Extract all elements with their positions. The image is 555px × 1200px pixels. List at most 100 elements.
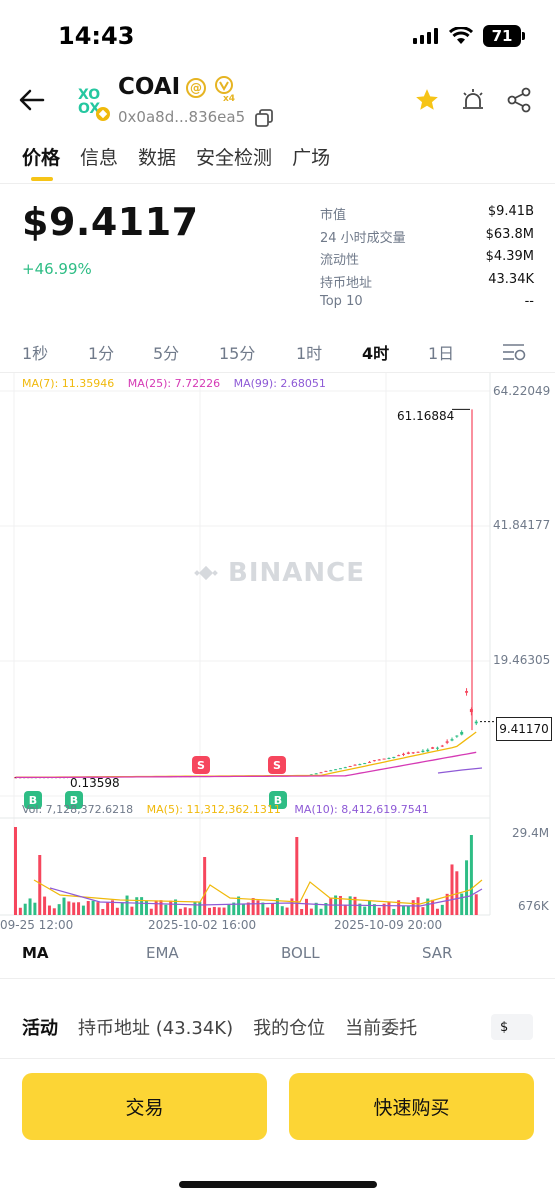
volume-legend: Vol: 7,128,372.6218 MA(5): 11,312,362.13… [22, 803, 439, 816]
multiplier-label: x4 [223, 94, 235, 102]
tab-open-orders[interactable]: 当前委托 [345, 1018, 418, 1039]
candle-body [440, 745, 444, 747]
favorite-button[interactable] [413, 86, 441, 114]
buy-marker[interactable]: B [65, 791, 83, 809]
sell-marker[interactable]: S [268, 756, 286, 774]
volume-bar [81, 905, 85, 915]
volume-bar [232, 902, 236, 915]
battery-icon: 71 [483, 25, 525, 47]
tab-activity[interactable]: 活动 [22, 1014, 58, 1040]
candle-body [392, 756, 396, 758]
price-change: +46.99% [22, 260, 92, 278]
timeframe-1h[interactable]: 1时 [296, 344, 323, 363]
indicator-sar[interactable]: SAR [422, 944, 453, 962]
sell-marker[interactable]: S [192, 756, 210, 774]
back-button[interactable] [14, 82, 50, 118]
header-actions [413, 86, 533, 114]
currency-toggle[interactable]: $ [491, 1014, 533, 1040]
indicator-ema[interactable]: EMA [146, 944, 179, 962]
stat-row-market-cap: 市值 $9.41B [320, 204, 534, 227]
tab-data[interactable]: 数据 [138, 147, 177, 169]
stat-label: 流动性 [320, 253, 360, 268]
timeframe-5m[interactable]: 5分 [153, 344, 180, 363]
alert-button[interactable] [459, 86, 487, 114]
current-price: $9.4117 [22, 200, 199, 244]
volume-bar [149, 908, 153, 915]
volume-bar [18, 907, 22, 915]
candle-body [319, 772, 323, 774]
volume-bar [217, 907, 221, 915]
volume-bar [208, 907, 211, 915]
volume-bar [426, 898, 430, 915]
volume-bar [251, 898, 255, 915]
timeframe-1s[interactable]: 1秒 [22, 344, 49, 363]
volume-bar [363, 906, 367, 915]
candle-body [450, 739, 454, 741]
ma-legend: MA(7): 11.35946 MA(25): 7.72226 MA(99): … [22, 377, 336, 390]
timeframe-4h[interactable]: 4时 [362, 344, 390, 363]
volume-bar [382, 903, 386, 915]
timeframe-1d[interactable]: 1日 [428, 344, 455, 363]
tab-info[interactable]: 信息 [80, 147, 119, 169]
candle-body [324, 770, 328, 772]
tab-security[interactable]: 安全检测 [196, 147, 273, 169]
volume-bar [445, 893, 449, 915]
volume-bar [72, 902, 76, 915]
volume-bar [280, 906, 284, 915]
tab-price[interactable]: 价格 [22, 143, 60, 181]
volume-bar [372, 904, 376, 915]
candle-body [334, 769, 338, 771]
volume-bar [174, 899, 178, 915]
indicator-ma[interactable]: MA [22, 944, 49, 962]
volume-bar [358, 903, 362, 915]
buy-marker[interactable]: B [24, 791, 42, 809]
main-tabs: 价格 信息 数据 安全检测 广场 [22, 143, 331, 181]
buy-marker[interactable]: B [269, 791, 287, 809]
alarm-icon [463, 89, 483, 109]
tab-my-positions[interactable]: 我的仓位 [253, 1018, 326, 1039]
volume-bar [62, 897, 66, 915]
stat-label: 市值 [320, 208, 347, 223]
at-badge-icon: @ [186, 78, 206, 98]
volume-bar [33, 902, 37, 915]
timeframe-1m[interactable]: 1分 [88, 344, 115, 363]
volume-bar [295, 837, 299, 915]
candle-body [343, 767, 347, 769]
volume-bar [406, 905, 410, 915]
svg-text:XO: XO [78, 87, 100, 103]
timeframe-15m[interactable]: 15分 [219, 344, 256, 363]
tab-square[interactable]: 广场 [292, 147, 331, 169]
ma25-legend: MA(25): 7.72226 [127, 377, 221, 390]
y-axis-label: 19.46305 [493, 653, 551, 667]
volume-bar [203, 857, 207, 915]
candle-body [338, 768, 342, 770]
volume-bar [135, 897, 139, 915]
activity-tabs: 活动 持币地址 (43.34K) 我的仓位 当前委托 [22, 1014, 452, 1040]
chart-settings-icon[interactable] [502, 342, 526, 362]
volume-bar [125, 895, 129, 915]
volume-bar [43, 896, 47, 915]
volume-bar [193, 902, 197, 915]
price-chart[interactable] [0, 373, 555, 933]
copy-icon[interactable] [254, 108, 274, 128]
volume-bar [237, 896, 241, 915]
y-axis-label: 64.22049 [493, 384, 551, 398]
volume-bar [300, 908, 304, 915]
status-time: 14:43 [58, 22, 135, 50]
volume-bar [343, 904, 347, 915]
candle-body [314, 773, 318, 775]
volume-bar [261, 902, 265, 915]
stat-label: 24 小时成交量 [320, 230, 406, 246]
share-button[interactable] [505, 86, 533, 114]
candle-body [431, 747, 435, 749]
volume-bar [183, 907, 187, 915]
indicator-boll[interactable]: BOLL [281, 944, 320, 962]
ma99-line [437, 767, 483, 774]
tab-holders[interactable]: 持币地址 (43.34K) [78, 1018, 234, 1039]
stat-label: Top 10 [320, 294, 363, 309]
arrow-left-icon [19, 89, 45, 111]
volume-bar [144, 901, 148, 915]
trade-button[interactable]: 交易 [22, 1073, 267, 1140]
candle-body [421, 750, 425, 753]
quick-buy-button[interactable]: 快速购买 [289, 1073, 534, 1140]
